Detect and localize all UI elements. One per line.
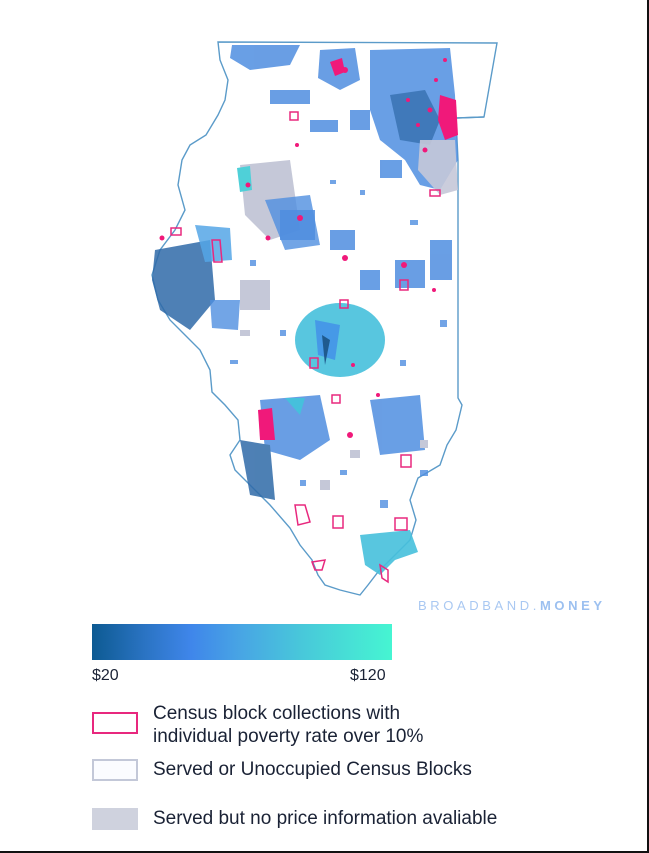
brand-watermark: BROADBAND.MONEY [418, 598, 606, 613]
legend-label-poverty: Census block collections with individual… [153, 702, 423, 748]
scale-min-label: $20 [92, 667, 119, 684]
brand-text-light: BROADBAND. [418, 598, 540, 613]
legend-line-1: Census block collections with [153, 703, 401, 724]
no-price-swatch [92, 808, 138, 830]
legend-label-noprice: Served but no price information avaliabl… [153, 808, 498, 829]
price-color-scale [92, 624, 392, 660]
legend-line-2: individual poverty rate over 10% [153, 726, 424, 747]
legend-item-noprice: Served but no price information avaliabl… [92, 808, 497, 830]
illinois-price-map [151, 41, 498, 596]
scale-max-label: $120 [350, 667, 386, 684]
poverty-outlines [170, 111, 441, 584]
chicago-region [370, 48, 458, 195]
legend-item-poverty: Census block collections with individual… [92, 702, 423, 748]
poverty-outline-swatch [92, 712, 138, 734]
legend-label-served: Served or Unoccupied Census Blocks [153, 759, 472, 780]
brand-text-bold: MONEY [539, 598, 606, 613]
springfield-region [295, 303, 385, 377]
served-swatch [92, 759, 138, 781]
legend-item-served: Served or Unoccupied Census Blocks [92, 759, 472, 781]
